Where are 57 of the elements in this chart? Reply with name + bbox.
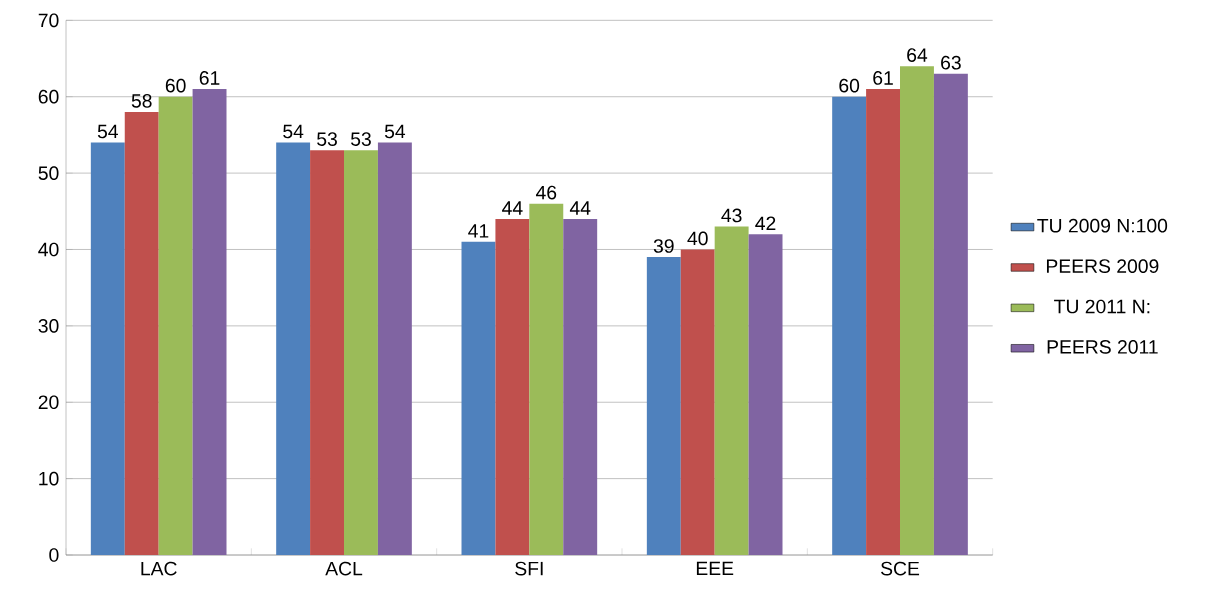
y-tick-label: 10 [39,471,59,486]
data-label: 39 [653,239,674,253]
y-tick-label: 60 [38,89,59,104]
bar [495,218,530,555]
data-label: 44 [502,201,523,215]
data-label: 43 [721,208,742,223]
x-tick-label: LAC [141,561,177,576]
data-label: 60 [165,78,186,93]
x-tick-label: ACL [325,561,363,576]
bar [529,203,564,555]
data-label: 61 [199,71,220,85]
data-label: 54 [384,124,406,139]
data-label: 60 [839,78,860,93]
legend-label: TU 2011 N: [1054,299,1150,314]
y-tick-label: 20 [38,395,59,410]
data-label: 64 [907,48,928,62]
y-tick-label: 70 [38,13,59,28]
bar [377,142,412,555]
bar [344,150,378,555]
x-tick-label: EEE [696,561,734,576]
y-tick-label: 50 [38,166,59,180]
legend-label: PEERS 2011 [1047,340,1158,354]
data-label: 61 [873,71,893,85]
bar [680,249,715,555]
bar [900,66,934,555]
y-tick-label: 40 [38,242,59,257]
data-label: 42 [755,216,776,230]
bar [192,89,227,555]
bar [933,73,968,555]
y-tick-label: 30 [38,319,59,333]
data-label: 54 [97,124,118,139]
bar [563,218,598,555]
bar [866,89,901,555]
data-label: 53 [350,132,371,146]
x-tick-label: SCE [881,561,920,576]
data-label: 58 [131,94,152,108]
legend-label: TU 2009 N:100 [1037,218,1168,233]
bar [714,226,749,555]
bar [832,96,867,555]
data-label: 54 [283,124,304,139]
data-label: 46 [535,185,557,200]
legend-label: PEERS 2009 [1046,259,1159,273]
bar [124,112,159,555]
bar [748,234,783,555]
data-label: 44 [569,201,591,215]
data-label: 41 [468,224,489,238]
bar [158,96,193,555]
bar [276,142,311,555]
bar [646,257,681,555]
data-label: 53 [317,132,337,146]
data-label: 40 [687,231,708,246]
y-tick-label: 0 [49,548,59,562]
bar [461,241,496,555]
data-label: 63 [941,55,961,70]
bar [310,150,345,555]
bar [90,142,125,555]
x-tick-label: SFI [515,561,543,576]
